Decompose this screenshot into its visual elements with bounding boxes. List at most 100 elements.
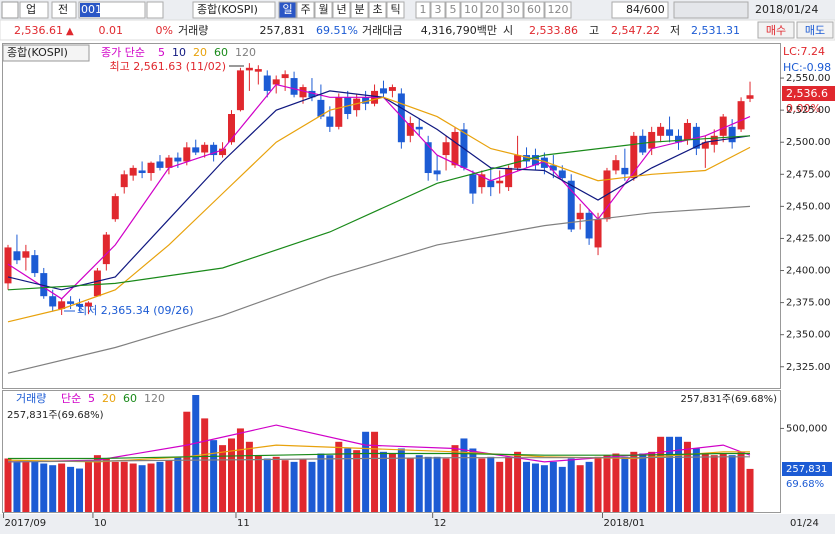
- candle-body: [549, 165, 557, 171]
- candle-body: [192, 147, 200, 153]
- volume-bar: [4, 458, 12, 512]
- volume-label: 거래량: [178, 24, 208, 37]
- period-tab[interactable]: [314, 1, 333, 19]
- interval-tab[interactable]: [460, 1, 482, 19]
- candle-body: [4, 247, 12, 284]
- candle-body: [469, 174, 477, 194]
- volume-bar: [165, 460, 173, 512]
- interval-tab[interactable]: [502, 1, 524, 19]
- volume-bar: [675, 436, 682, 512]
- x-axis-bar: [0, 514, 835, 534]
- candle-body: [523, 155, 531, 162]
- x-tick-label: 2018/01: [604, 518, 646, 529]
- volume-pct: 69.51%: [316, 24, 358, 37]
- volume-bar: [156, 461, 164, 512]
- candle-body: [165, 157, 173, 168]
- buy[interactable]: 매수: [766, 24, 786, 37]
- candle-body: [639, 135, 647, 153]
- search-button[interactable]: [146, 1, 164, 19]
- interval-tab[interactable]: [523, 1, 545, 19]
- volume-bar: [326, 455, 334, 512]
- period-tab[interactable]: [278, 1, 297, 19]
- menu-icon[interactable]: [1, 1, 19, 19]
- interval: 10: [464, 3, 478, 16]
- period: 년: [336, 3, 346, 16]
- volume-bar: [540, 465, 548, 512]
- interval: 20: [485, 3, 499, 16]
- candle-body: [120, 174, 128, 188]
- volume-bar: [549, 461, 557, 512]
- volume-bar: [594, 456, 602, 512]
- change: 0.01: [99, 24, 124, 37]
- y-tick-label: 2,350.00: [786, 330, 831, 341]
- interval-tab[interactable]: [430, 1, 446, 19]
- volume-bar: [344, 448, 352, 512]
- volume-bar: [290, 461, 298, 512]
- candle-body: [496, 180, 504, 184]
- candle-body: [675, 135, 682, 143]
- candle-body: [326, 116, 334, 127]
- candle-body: [93, 270, 101, 297]
- volume-bar: [612, 453, 620, 512]
- volume-bar: [263, 458, 271, 512]
- volume-bar: [514, 451, 522, 512]
- market-select[interactable]: [19, 1, 49, 19]
- code-highlight: [80, 3, 100, 17]
- candle-body: [308, 90, 316, 98]
- interval-tab[interactable]: [544, 1, 572, 19]
- candle-body: [22, 251, 30, 258]
- volume-bar: [49, 465, 57, 512]
- volume-bar: [505, 456, 513, 512]
- index-name: 종합(KOSPI): [197, 3, 258, 16]
- sell[interactable]: 매도: [805, 24, 825, 37]
- volume-bar: [719, 453, 727, 512]
- legend-entry: 120: [235, 46, 256, 59]
- candle-body: [558, 170, 566, 179]
- interval-tab[interactable]: [415, 1, 431, 19]
- legend-entry: 120: [144, 392, 165, 405]
- volume-value-left: 257,831주(69.68%): [7, 410, 104, 421]
- candle-body: [129, 167, 137, 176]
- y-tick-label: 2,550.00: [786, 73, 831, 84]
- legend-entry: 5: [88, 392, 95, 405]
- mode-select[interactable]: [51, 1, 77, 19]
- interval-tab[interactable]: [445, 1, 461, 19]
- volume-bar: [487, 456, 495, 512]
- price-title: 종합(KOSPI): [7, 46, 68, 59]
- volume-bar: [666, 436, 674, 512]
- buy-button[interactable]: [757, 21, 795, 39]
- candle-body: [379, 88, 387, 94]
- volume-bar: [585, 461, 593, 512]
- tool-icons[interactable]: [673, 1, 749, 19]
- volume-bar: [138, 465, 146, 512]
- y-tick-label: 2,475.00: [786, 169, 831, 180]
- interval-tab[interactable]: [481, 1, 503, 19]
- price: 2,536.61: [14, 24, 63, 37]
- volume-bar: [353, 450, 361, 512]
- volume-bar: [424, 456, 432, 512]
- count-total: /600: [640, 3, 665, 16]
- candle-body: [362, 97, 370, 104]
- period-tab[interactable]: [332, 1, 351, 19]
- volume-bar: [728, 455, 736, 512]
- sell-button[interactable]: [796, 21, 834, 39]
- volume-bar: [603, 455, 611, 512]
- period-tab[interactable]: [296, 1, 315, 19]
- candle-body: [585, 212, 593, 239]
- period-tab[interactable]: [386, 1, 405, 19]
- candle-body: [290, 78, 298, 95]
- period-tab[interactable]: [368, 1, 387, 19]
- hc-label: HC:-0.98: [783, 61, 831, 74]
- volume-bar: [245, 441, 253, 512]
- y-tick-label: 2,525.00: [786, 105, 831, 116]
- candle-body: [710, 135, 718, 145]
- candle-body: [156, 161, 164, 168]
- candle-body: [514, 155, 522, 168]
- x-tick-label: 11: [237, 518, 250, 529]
- candle-body: [219, 148, 227, 156]
- x-tick-label: 10: [94, 518, 107, 529]
- candle-body: [388, 87, 396, 91]
- period-tab[interactable]: [350, 1, 369, 19]
- last-price: 2,536.6: [786, 87, 828, 100]
- ma-label: 종가 단순: [101, 46, 145, 59]
